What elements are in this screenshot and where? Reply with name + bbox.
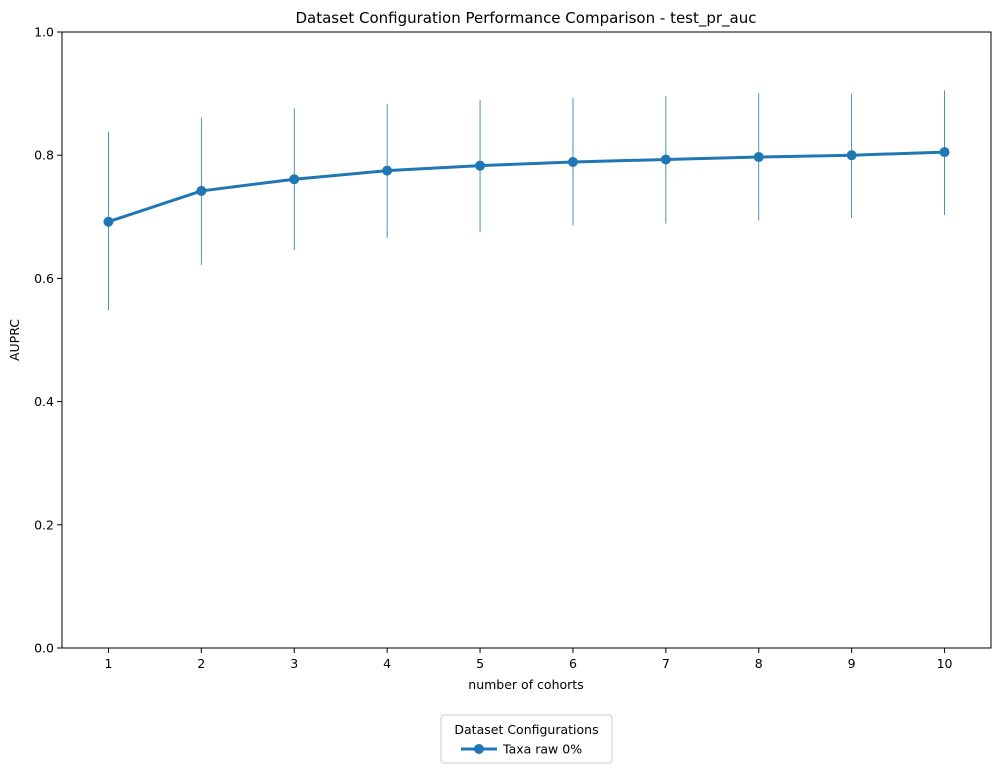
chart-title: Dataset Configuration Performance Compar… [295, 9, 756, 28]
y-tick-label: 0.6 [34, 271, 54, 286]
data-point [475, 160, 486, 171]
data-point [846, 150, 857, 161]
legend-title: Dataset Configurations [454, 722, 598, 737]
y-tick-label: 0.8 [34, 148, 54, 163]
x-tick-label: 6 [569, 656, 577, 671]
x-tick-label: 7 [662, 656, 670, 671]
legend: Dataset Configurations Taxa raw 0% [440, 714, 613, 764]
y-tick-label: 0.4 [34, 394, 54, 409]
data-point [660, 154, 671, 165]
data-point [753, 152, 764, 163]
x-tick-label: 1 [104, 656, 112, 671]
series-line [107, 150, 945, 224]
x-axis-label: number of cohorts [468, 677, 583, 692]
data-point [196, 185, 207, 196]
x-tick-label: 3 [290, 656, 298, 671]
x-tick-label: 5 [476, 656, 484, 671]
x-tick-label: 4 [383, 656, 391, 671]
y-tick-label: 0.2 [34, 517, 54, 532]
y-tick-label: 0.0 [34, 641, 54, 656]
data-point [289, 174, 300, 185]
data-point [939, 147, 950, 158]
legend-box [440, 714, 613, 764]
x-tick-label: 10 [937, 656, 953, 671]
legend-label: Taxa raw 0% [502, 742, 582, 757]
plot-frame [61, 31, 992, 649]
y-axis-label: AUPRC [7, 319, 22, 361]
y-tick-label: 1.0 [34, 25, 54, 40]
data-point [382, 165, 393, 176]
data-point [567, 156, 578, 167]
x-tick-label: 9 [848, 656, 856, 671]
x-tick-label: 8 [755, 656, 763, 671]
data-point [103, 216, 114, 227]
x-tick-label: 2 [197, 656, 205, 671]
legend-marker [474, 744, 484, 754]
plot-area: 0.0 0.2 0.4 0.6 0.8 1.0 1 2 3 4 5 6 7 8 9 10 [34, 25, 992, 671]
